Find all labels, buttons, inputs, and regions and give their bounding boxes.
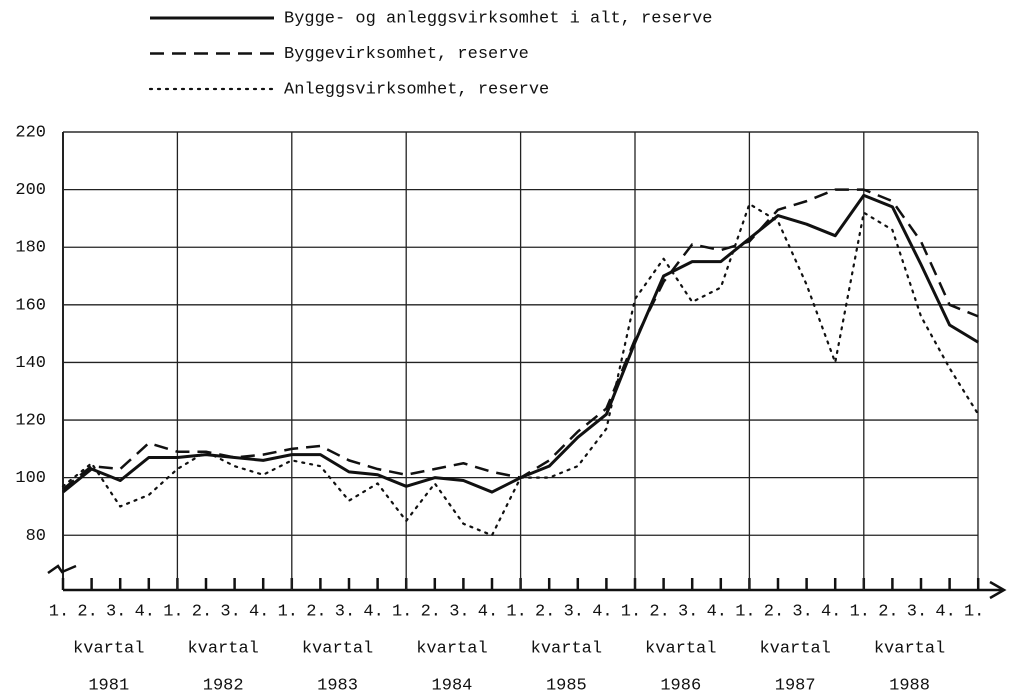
group-year: 1983 [317,676,358,694]
group-year: 1985 [546,676,587,694]
group-year: 1982 [203,676,244,694]
x-tick-label: 3. [678,602,698,621]
x-tick-label: 3. [335,602,355,621]
x-tick-label: 1. [621,602,641,621]
x-tick-label: 3. [449,602,469,621]
group-year: 1986 [660,676,701,694]
x-tick-label: 4. [478,602,498,621]
x-tick-label: 1. [163,602,183,621]
axis-break [47,564,77,575]
x-tick-label: 1. [735,602,755,621]
x-tick-label: 4. [249,602,269,621]
x-tick-label: 2. [878,602,898,621]
x-tick-label: 1. [49,602,69,621]
x-tick-label: 2. [649,602,669,621]
x-tick-label: 2. [421,602,441,621]
group-label: kvartal [187,639,258,658]
y-tick-label: 120 [15,412,46,431]
x-tick-label: 1. [278,602,298,621]
x-tick-label: 3. [907,602,927,621]
x-tick-label: 4. [363,602,383,621]
group-label: kvartal [302,639,373,658]
x-tick-label: 4. [135,602,155,621]
group-year: 1988 [889,676,930,694]
x-tick-label: 1. [506,602,526,621]
x-tick-label: 4. [592,602,612,621]
x-tick-label: 3. [220,602,240,621]
y-tick-label: 200 [15,181,46,200]
group-year: 1984 [432,676,473,694]
x-tick-label: 2. [77,602,97,621]
y-tick-label: 160 [15,296,46,315]
group-label: kvartal [416,639,487,658]
x-tick-label: 4. [935,602,955,621]
y-tick-label: 220 [15,123,46,142]
x-tick-label: 2. [192,602,212,621]
group-year: 1981 [88,676,129,694]
axis-arrow [989,580,1007,600]
group-label: kvartal [874,639,945,658]
x-tick-label: 3. [106,602,126,621]
group-year: 1987 [775,676,816,694]
x-tick-label: 3. [792,602,812,621]
x-tick-label: 3. [564,602,584,621]
legend-label: Bygge- og anleggsvirksomhet i alt, reser… [284,9,712,28]
x-tick-label: 1. [964,602,984,621]
group-label: kvartal [531,639,602,658]
x-tick-label: 1. [392,602,412,621]
group-label: kvartal [759,639,830,658]
legend-label: Byggevirksomhet, reserve [284,45,529,64]
x-tick-label: 2. [306,602,326,621]
y-tick-label: 180 [15,239,46,258]
group-label: kvartal [73,639,144,658]
x-tick-label: 1. [850,602,870,621]
legend-label: Anleggsvirksomhet, reserve [284,80,549,99]
x-tick-label: 4. [821,602,841,621]
y-tick-label: 80 [26,527,46,546]
y-tick-label: 100 [15,469,46,488]
y-tick-label: 140 [15,354,46,373]
group-label: kvartal [645,639,716,658]
x-tick-label: 2. [764,602,784,621]
x-tick-label: 2. [535,602,555,621]
x-tick-label: 4. [707,602,727,621]
series-line [61,202,980,537]
